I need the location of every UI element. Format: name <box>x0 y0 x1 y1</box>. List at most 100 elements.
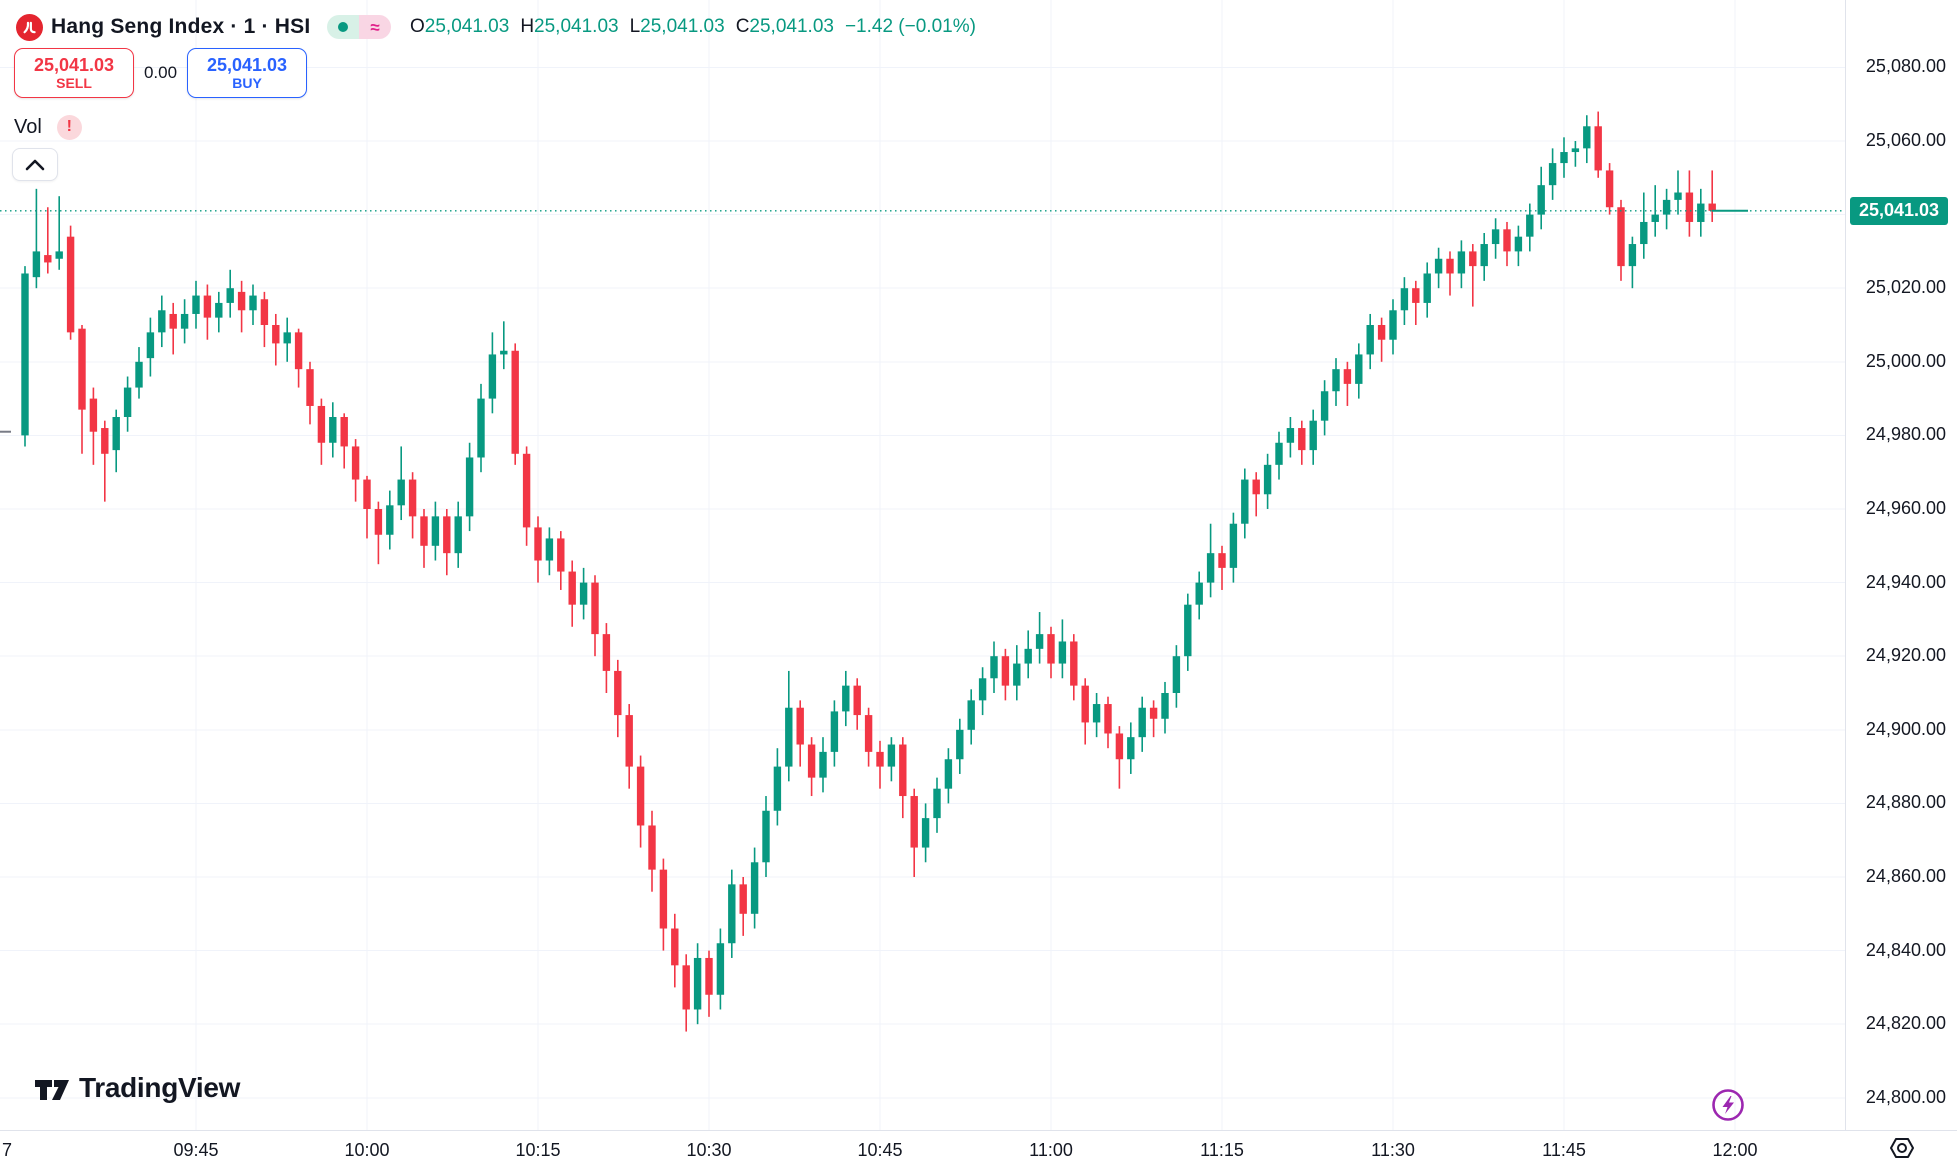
candle-body <box>557 538 565 572</box>
candle-body <box>579 582 588 605</box>
candle-body <box>397 479 405 506</box>
candle-body <box>978 678 987 701</box>
price-axis[interactable]: 25,080.00 25,060.00 25,020.00 25,000.00 24,9… <box>1845 0 1957 1130</box>
time-axis-label: 10:00 <box>344 1140 390 1160</box>
candle-body <box>636 766 645 826</box>
candle-body <box>1628 244 1637 267</box>
candle-body <box>1013 663 1021 686</box>
candle-body <box>78 328 86 410</box>
candle-body <box>602 634 611 671</box>
candle-body <box>864 715 873 752</box>
symbol-title: Hang Seng Index · 1 · HSI <box>51 15 311 38</box>
candle-body <box>1149 707 1158 719</box>
ohlc-readout: O25,041.03 H25,041.03 L25,041.03 C25,041… <box>410 16 976 38</box>
candle-body <box>819 751 827 778</box>
candle-body <box>910 796 918 848</box>
symbol-header[interactable]: Hang Seng Index · 1 · HSI <box>16 13 310 41</box>
volume-indicator-row[interactable]: Vol ! <box>14 114 82 140</box>
candle-body <box>66 236 75 333</box>
candle-body <box>773 766 782 811</box>
candle-body <box>899 744 907 797</box>
time-axis[interactable]: 7 09:45 10:00 10:15 10:30 10:45 11:00 11:15 11:3… <box>0 1130 1957 1167</box>
candle-body <box>317 405 326 443</box>
candle-body <box>226 288 234 303</box>
candle-body <box>146 332 155 359</box>
candle-body <box>1651 214 1659 222</box>
time-axis-label: 09:45 <box>173 1140 219 1160</box>
candle-body <box>1389 310 1397 340</box>
approx-data-pill[interactable]: ≈ <box>359 15 391 39</box>
candle-body <box>272 325 280 344</box>
candle-body <box>1412 288 1420 303</box>
high-label: H <box>520 16 535 37</box>
candle-body <box>306 369 314 406</box>
candle-body <box>1309 420 1317 451</box>
candle-body <box>1526 214 1534 237</box>
time-axis-label: 10:15 <box>515 1140 561 1160</box>
candle-body <box>340 417 348 447</box>
buy-button[interactable]: 25,041.03 BUY <box>187 48 307 98</box>
candle-body <box>363 479 371 509</box>
buy-price: 25,041.03 <box>206 54 288 75</box>
candle-body <box>876 751 884 767</box>
candle-body <box>488 354 497 399</box>
candle-body <box>750 862 759 914</box>
candle-body <box>169 313 177 329</box>
candle-body <box>921 818 930 848</box>
candle-body <box>1195 582 1203 605</box>
candle-body <box>1583 126 1591 149</box>
axis-settings-icon[interactable] <box>1884 1131 1920 1165</box>
candle-body <box>1640 221 1648 245</box>
candle-body <box>1571 148 1580 153</box>
candle-body <box>522 453 531 528</box>
price-axis-label: 25,020.00 <box>1865 277 1946 298</box>
price-axis-label: 24,820.00 <box>1865 1013 1946 1034</box>
candle-body <box>591 582 599 635</box>
candle-body <box>933 788 941 819</box>
last-price-badge: 25,041.03 <box>1850 196 1948 225</box>
market-status-pills[interactable]: ≈ <box>327 15 391 39</box>
candle-body <box>1229 523 1238 568</box>
candle-body <box>1560 152 1568 164</box>
chevron-up-icon <box>25 159 45 170</box>
market-open-pill[interactable] <box>327 15 359 39</box>
candle-body <box>329 417 337 443</box>
tradingview-watermark[interactable]: TradingView <box>33 1072 240 1104</box>
candle-body <box>420 516 428 546</box>
candle-body <box>1446 258 1454 274</box>
candle-body <box>990 656 998 679</box>
realtime-lightning-icon[interactable] <box>1711 1088 1745 1122</box>
candle-body <box>1343 369 1352 384</box>
time-axis-label: 11:15 <box>1200 1140 1244 1160</box>
candle-body <box>1001 656 1010 686</box>
collapse-panel-button[interactable] <box>12 148 58 181</box>
candle-body <box>465 457 474 517</box>
candle-body <box>1503 229 1511 252</box>
candle-body <box>431 516 440 546</box>
candle-body <box>1480 244 1488 267</box>
candle-body <box>374 509 383 535</box>
indicator-warning-icon[interactable]: ! <box>56 114 82 140</box>
candle-body <box>944 759 953 789</box>
price-axis-label: 24,940.00 <box>1865 571 1946 592</box>
candle-body <box>534 527 542 561</box>
candle-body <box>386 505 394 535</box>
candle-body <box>1366 325 1374 355</box>
candle-body <box>32 251 41 278</box>
sell-price: 25,041.03 <box>33 54 115 75</box>
candle-body <box>568 571 576 605</box>
tradingview-logo-icon <box>35 1080 69 1100</box>
hang-seng-logo-icon <box>16 13 43 41</box>
candle-body <box>842 685 850 712</box>
candle-body <box>443 516 451 554</box>
candle-body <box>180 313 189 329</box>
candle-body <box>1047 634 1055 664</box>
candle-body <box>1548 163 1557 186</box>
sell-button[interactable]: 25,041.03 SELL <box>14 48 134 98</box>
time-axis-label: 10:45 <box>857 1140 903 1160</box>
candle-body <box>614 670 622 716</box>
price-axis-label: 24,900.00 <box>1865 718 1946 739</box>
candle-body <box>671 928 679 966</box>
candle-body <box>283 332 291 344</box>
